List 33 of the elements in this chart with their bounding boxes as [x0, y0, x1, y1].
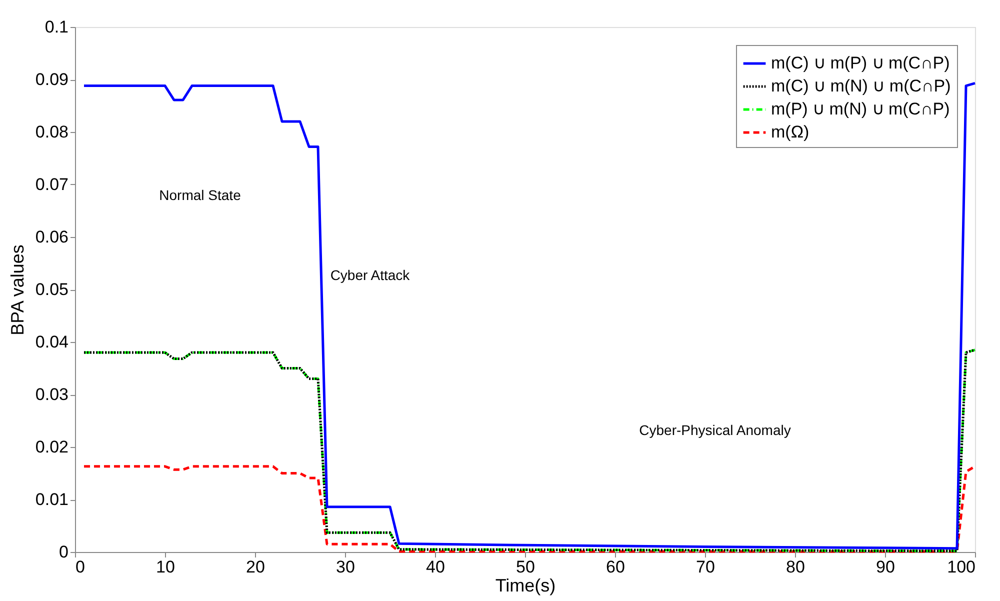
x-tick-label: 30 [336, 558, 355, 576]
x-tick-label: 20 [246, 558, 265, 576]
y-tick-label: 0 [59, 542, 68, 562]
x-tick-label: 80 [786, 558, 805, 576]
y-tick-label: 0.04 [35, 332, 68, 352]
x-tick-label: 40 [426, 558, 445, 576]
y-tick-label: 0.07 [35, 175, 68, 194]
legend-label: m(C) ∪ m(P) ∪ m(C∩P) [771, 54, 950, 72]
y-tick-label: 0.06 [35, 228, 68, 246]
y-tick-label: 0.01 [35, 490, 68, 509]
legend-label: m(C) ∪ m(N) ∪ m(C∩P) [771, 76, 951, 96]
x-axis-title: Time(s) [495, 576, 556, 596]
line-series [82, 465, 976, 553]
y-tick-label: 0.1 [44, 18, 68, 36]
y-tick-label: 0.02 [35, 438, 68, 456]
annotation: Cyber-Physical Anomaly [639, 422, 791, 438]
annotation: Normal State [159, 187, 242, 203]
annotation: Cyber Attack [330, 267, 411, 283]
legend-label: m(Ω) [771, 122, 810, 142]
x-tick-label: 50 [516, 558, 535, 576]
y-axis-title: BPA values [7, 244, 28, 336]
x-tick-label: 70 [696, 558, 715, 576]
line-series [82, 348, 976, 552]
y-tick-label: 0.03 [35, 385, 68, 404]
y-tick-label: 0.08 [35, 122, 68, 142]
x-tick-label: 10 [156, 558, 175, 576]
x-tick-label: 90 [876, 558, 895, 576]
y-tick-label: 0.05 [35, 280, 68, 299]
x-tick-label: 0 [76, 558, 85, 576]
y-tick-label: 0.09 [35, 70, 68, 89]
legend-label: m(P) ∪ m(N) ∪ m(C∩P) [771, 100, 950, 118]
x-tick-label: 100 [947, 558, 976, 576]
x-tick-label: 60 [606, 558, 625, 576]
